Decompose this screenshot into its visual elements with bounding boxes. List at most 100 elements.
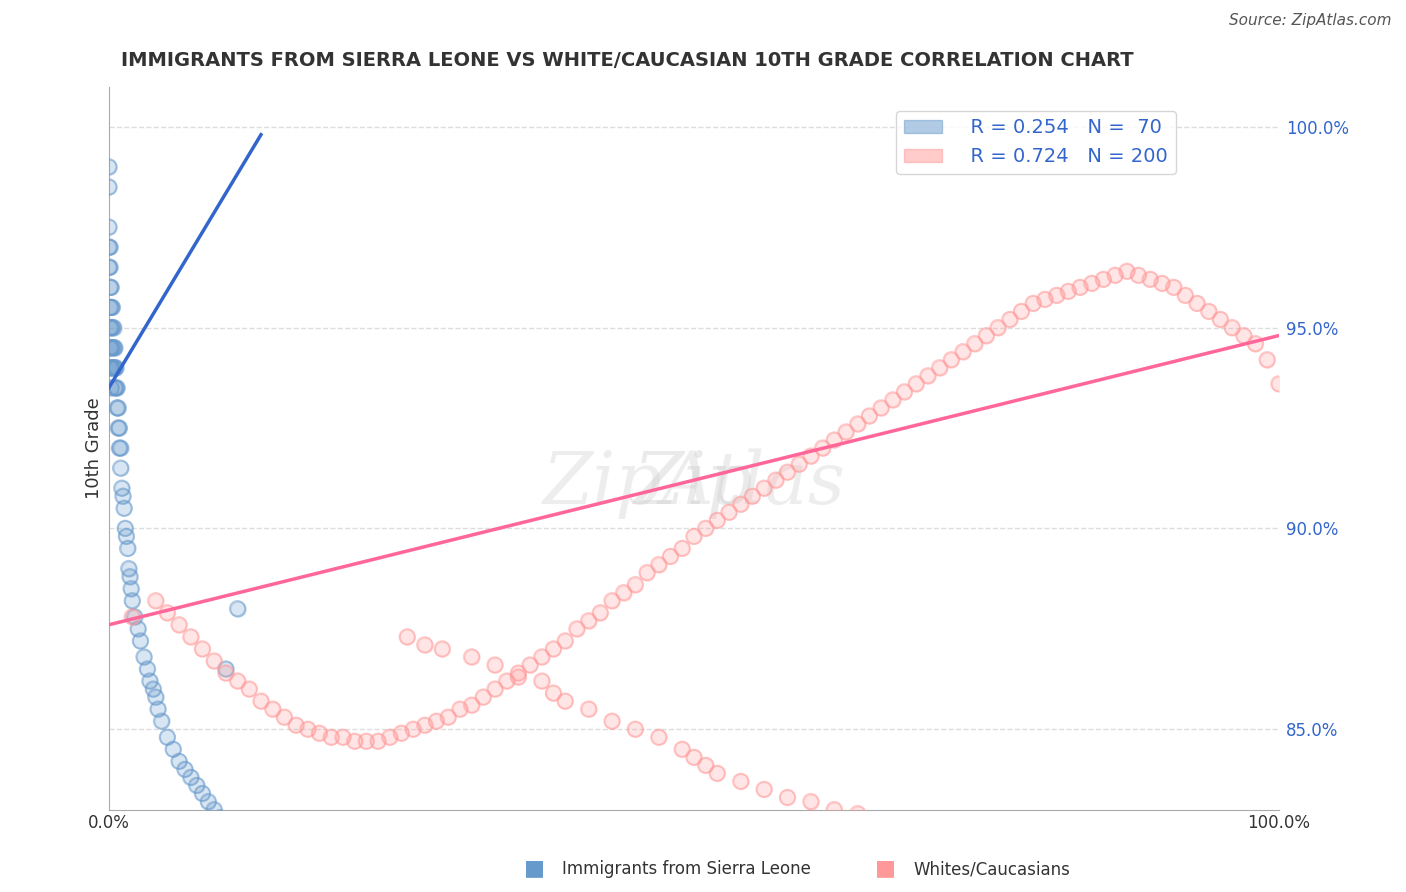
Point: [600, 593, 623, 607]
Point: [905, 376, 928, 391]
Point: [941, 827, 963, 841]
Point: [565, 622, 588, 636]
Point: [683, 750, 706, 764]
Point: [987, 835, 1010, 849]
Point: [115, 529, 138, 543]
Point: [110, 461, 132, 475]
Point: [367, 734, 389, 748]
Point: [118, 561, 141, 575]
Point: [752, 481, 775, 495]
Point: [624, 722, 647, 736]
Point: [600, 714, 623, 728]
Point: [952, 344, 974, 359]
Point: [105, 381, 128, 395]
Point: [636, 566, 658, 580]
Point: [389, 726, 412, 740]
Point: [495, 673, 517, 688]
Point: [717, 505, 740, 519]
Point: [98, 341, 121, 355]
Point: [613, 585, 636, 599]
Point: [1185, 296, 1208, 310]
Point: [103, 360, 125, 375]
Point: [671, 541, 693, 556]
Point: [706, 766, 728, 780]
Point: [917, 822, 939, 837]
Point: [613, 585, 636, 599]
Point: [215, 665, 238, 680]
Point: [963, 830, 986, 845]
Point: [1174, 830, 1197, 845]
Point: [167, 755, 190, 769]
Point: [870, 401, 893, 415]
Point: [671, 742, 693, 756]
Point: [1069, 280, 1091, 294]
Text: Zip: Zip: [634, 449, 754, 519]
Point: [238, 681, 260, 696]
Point: [1174, 830, 1197, 845]
Point: [1033, 843, 1056, 857]
Point: [156, 606, 179, 620]
Point: [97, 160, 120, 174]
Text: ■: ■: [876, 858, 896, 878]
Point: [180, 771, 202, 785]
Point: [589, 606, 612, 620]
Point: [262, 702, 284, 716]
Text: ■: ■: [524, 858, 544, 878]
Point: [104, 341, 127, 355]
Point: [343, 734, 366, 748]
Point: [121, 593, 143, 607]
Point: [101, 341, 124, 355]
Point: [671, 541, 693, 556]
Point: [101, 341, 124, 355]
Point: [132, 649, 155, 664]
Point: [683, 529, 706, 543]
Point: [104, 360, 127, 375]
Point: [413, 718, 436, 732]
Point: [110, 461, 132, 475]
Point: [332, 730, 354, 744]
Point: [1057, 285, 1080, 299]
Point: [402, 722, 425, 736]
Point: [98, 301, 121, 315]
Y-axis label: 10th Grade: 10th Grade: [86, 397, 103, 499]
Point: [139, 673, 162, 688]
Point: [683, 529, 706, 543]
Point: [145, 593, 167, 607]
Point: [108, 441, 131, 455]
Point: [543, 686, 565, 700]
Point: [413, 638, 436, 652]
Point: [396, 630, 419, 644]
Point: [98, 341, 121, 355]
Point: [1256, 352, 1278, 367]
Point: [508, 665, 530, 680]
Point: [1185, 296, 1208, 310]
Point: [554, 694, 576, 708]
Point: [449, 702, 471, 716]
Text: Immigrants from Sierra Leone: Immigrants from Sierra Leone: [562, 860, 811, 878]
Point: [519, 657, 541, 672]
Point: [449, 702, 471, 716]
Point: [987, 320, 1010, 334]
Point: [998, 312, 1021, 326]
Point: [129, 633, 152, 648]
Point: [648, 558, 671, 572]
Text: ZipAtlas: ZipAtlas: [543, 449, 845, 519]
Point: [776, 790, 799, 805]
Point: [1011, 304, 1033, 318]
Point: [97, 240, 120, 254]
Point: [893, 384, 915, 399]
Point: [752, 782, 775, 797]
Point: [624, 577, 647, 591]
Point: [1033, 293, 1056, 307]
Legend:   R = 0.254   N =  70,   R = 0.724   N = 200: R = 0.254 N = 70, R = 0.724 N = 200: [896, 111, 1175, 174]
Point: [1174, 288, 1197, 302]
Point: [1128, 268, 1150, 283]
Point: [917, 368, 939, 383]
Point: [765, 473, 787, 487]
Point: [1244, 336, 1267, 351]
Point: [636, 566, 658, 580]
Point: [132, 649, 155, 664]
Point: [97, 260, 120, 275]
Point: [1022, 296, 1045, 310]
Point: [103, 341, 125, 355]
